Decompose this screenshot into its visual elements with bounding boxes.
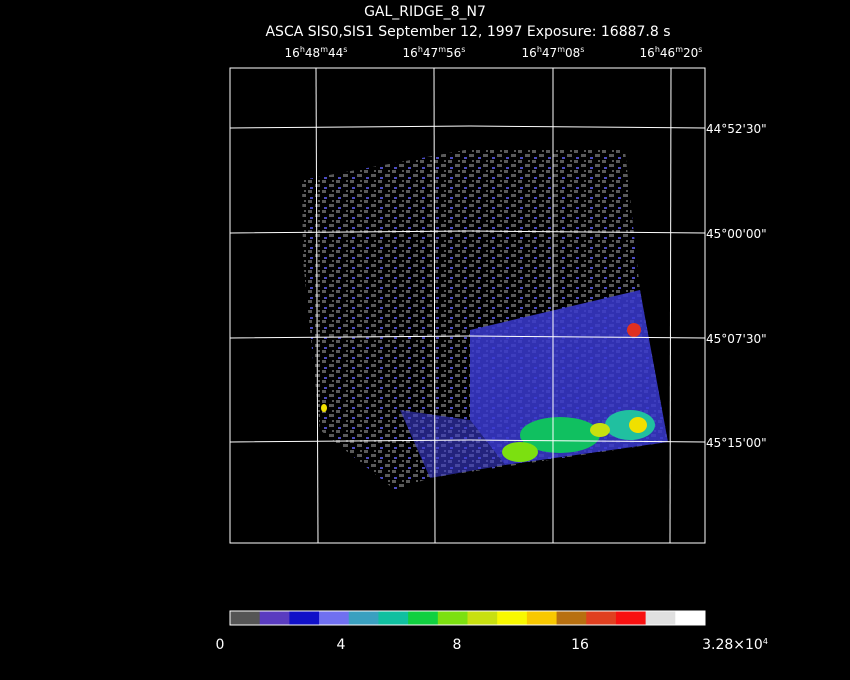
label-part: 16 bbox=[285, 46, 300, 60]
colorbar-label: 8 bbox=[453, 637, 462, 653]
subtitle: ASCA SIS0,SIS1 September 12, 1997 Exposu… bbox=[265, 24, 670, 40]
colorbar-swatch bbox=[467, 611, 498, 625]
label-part: 48 bbox=[305, 46, 320, 60]
frame bbox=[229, 67, 706, 544]
colorbar-swatch bbox=[259, 611, 290, 625]
dec-grid-line bbox=[229, 125, 706, 129]
colorbar-frame bbox=[229, 610, 706, 626]
colorbar-swatch bbox=[675, 611, 706, 625]
superscript: 4 bbox=[763, 637, 768, 646]
colorbar-label: 16 bbox=[571, 637, 589, 653]
label-part: 44 bbox=[328, 46, 343, 60]
dec-label: 44°52'30" bbox=[706, 122, 767, 136]
label-part: 0 bbox=[216, 637, 225, 653]
dec-grid-line bbox=[229, 439, 706, 443]
image bbox=[302, 150, 668, 490]
superscript: s bbox=[343, 45, 347, 54]
ra-label: 16h47m08s bbox=[522, 45, 585, 60]
emission-red bbox=[627, 323, 641, 337]
colorbar-swatch bbox=[319, 611, 350, 625]
label-part: 08 bbox=[565, 46, 580, 60]
colorbar-swatch bbox=[556, 611, 587, 625]
colorbar-swatch bbox=[645, 611, 676, 625]
ra-label: 16h48m44s bbox=[285, 45, 348, 60]
label-part: 47 bbox=[423, 46, 438, 60]
colorbar-swatch bbox=[437, 611, 468, 625]
superscript: s bbox=[580, 45, 584, 54]
label-part: 46 bbox=[660, 46, 675, 60]
label-part: 16 bbox=[571, 637, 589, 653]
label-part: 16 bbox=[522, 46, 537, 60]
label-part: 16 bbox=[640, 46, 655, 60]
emission-point bbox=[321, 404, 327, 412]
label-part: 8 bbox=[453, 637, 462, 653]
colorbar-swatch bbox=[378, 611, 409, 625]
colorbar-swatch bbox=[230, 611, 261, 625]
label-part: 47 bbox=[542, 46, 557, 60]
superscript: s bbox=[461, 45, 465, 54]
colorbar-label: 4 bbox=[337, 637, 346, 653]
ra-label: 16h46m20s bbox=[640, 45, 703, 60]
label-part: 16 bbox=[403, 46, 418, 60]
colorbar-label: 3.28×104 bbox=[702, 637, 768, 653]
dec-grid-line bbox=[229, 230, 706, 234]
colorbar-swatch bbox=[497, 611, 528, 625]
emission-yellow bbox=[590, 423, 610, 437]
superscript: s bbox=[698, 45, 702, 54]
label-part: 20 bbox=[683, 46, 698, 60]
ra-label: 16h47m56s bbox=[403, 45, 466, 60]
superscript: m bbox=[557, 45, 565, 54]
colorbar-swatch bbox=[526, 611, 558, 625]
ra-grid-line bbox=[669, 67, 672, 544]
colorbar-swatch bbox=[348, 611, 379, 625]
emission-green bbox=[502, 442, 538, 462]
emission-blue bbox=[400, 410, 505, 478]
title: GAL_RIDGE_8_N7 bbox=[364, 4, 486, 20]
superscript: m bbox=[320, 45, 328, 54]
colorbar-swatch bbox=[408, 611, 439, 625]
emission-green bbox=[520, 417, 600, 453]
superscript: h bbox=[300, 45, 305, 54]
superscript: m bbox=[438, 45, 446, 54]
dec-label: 45°15'00" bbox=[706, 436, 767, 450]
coordinate-grid bbox=[229, 67, 706, 544]
superscript: m bbox=[675, 45, 683, 54]
label-part: 3.28×10 bbox=[702, 637, 763, 653]
colorbar-swatch bbox=[586, 611, 617, 625]
colorbar-label: 0 bbox=[216, 637, 225, 653]
colorbar-swatch bbox=[289, 611, 320, 625]
emission-yellow bbox=[629, 417, 647, 433]
ra-grid-line bbox=[433, 67, 436, 544]
dec-label: 45°07'30" bbox=[706, 332, 767, 346]
superscript: h bbox=[655, 45, 660, 54]
dec-grid-line bbox=[229, 335, 706, 339]
label-part: 56 bbox=[446, 46, 461, 60]
dec-label: 45°00'00" bbox=[706, 227, 767, 241]
superscript: h bbox=[537, 45, 542, 54]
ra-grid-line bbox=[315, 67, 319, 544]
colorbar-swatch bbox=[615, 611, 647, 625]
colorbar bbox=[229, 610, 706, 626]
label-part: 4 bbox=[337, 637, 346, 653]
superscript: h bbox=[418, 45, 423, 54]
